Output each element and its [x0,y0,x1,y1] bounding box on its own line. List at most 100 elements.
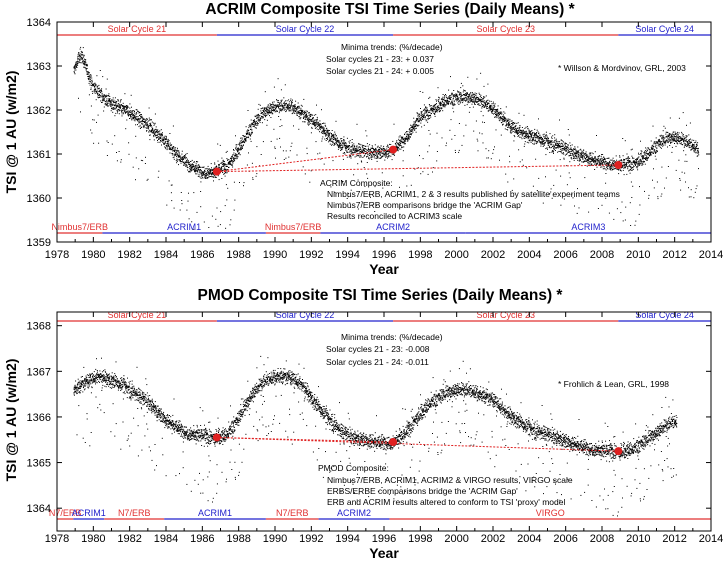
data-point [662,145,664,147]
data-point [379,149,381,151]
data-point [661,143,663,145]
data-point [250,129,251,130]
data-point [627,166,629,168]
data-point [182,161,184,163]
data-point [110,102,112,104]
data-point [148,131,150,133]
data-point [98,142,100,144]
data-point [122,109,124,111]
data-point [265,113,267,115]
data-point [547,137,549,139]
data-point [93,142,95,144]
data-point [433,112,435,114]
data-point [238,148,240,150]
data-point [528,129,530,131]
data-point [98,97,99,99]
data-point [91,79,93,81]
data-point [569,161,571,163]
data-point [288,101,290,103]
data-point [208,176,210,178]
data-point [603,161,605,163]
data-point [485,105,487,107]
data-point [322,128,324,130]
data-point [426,113,428,115]
data-point [334,143,336,145]
data-point [595,158,597,160]
data-point [600,163,601,165]
daily-means-scatter [73,46,700,230]
data-point [475,99,477,101]
data-point [402,137,403,139]
data-point [526,141,528,143]
data-point [417,115,419,117]
data-point [445,145,447,147]
data-point [439,102,441,104]
data-point [188,192,189,194]
data-point [231,158,232,160]
data-point [573,155,575,157]
data-point [559,151,561,152]
data-point [185,157,187,159]
data-point [537,135,539,137]
data-point [110,110,112,112]
data-point [166,139,168,140]
data-point [190,161,192,162]
data-point [293,112,295,114]
data-point [136,116,138,118]
data-point [429,118,431,119]
data-point [193,166,195,168]
data-point [583,153,585,155]
data-point [219,144,221,146]
data-point [419,119,421,121]
data-point [87,71,89,73]
data-point [307,118,309,120]
data-point [323,163,325,165]
data-point [312,119,314,121]
data-point [94,83,96,85]
data-point [445,100,447,102]
data-point [247,131,249,133]
data-point [533,138,534,140]
data-point [262,116,264,118]
data-point [380,148,382,150]
data-point [173,150,175,152]
data-point [564,154,566,156]
data-point [317,122,319,124]
data-point [521,132,523,134]
data-point [122,105,123,106]
data-point [251,132,253,134]
data-point [252,122,254,124]
data-point [441,137,443,139]
data-point [407,136,409,138]
data-point [527,132,529,134]
data-point [450,119,452,121]
data-point [540,143,542,145]
data-point [196,164,198,166]
data-point [504,116,505,118]
data-point [263,113,265,115]
data-point [613,168,615,170]
data-point [536,190,538,191]
data-point [173,158,175,160]
data-point [627,160,629,162]
data-point [541,140,543,142]
data-point [627,156,629,158]
data-point [187,200,189,202]
data-point [391,153,393,155]
data-point [105,96,107,98]
data-point [285,103,287,105]
data-point [323,130,325,132]
data-point [310,170,312,172]
data-point [118,151,120,152]
data-point [298,128,300,130]
data-point [194,168,196,170]
data-point [81,57,82,59]
data-point [384,154,386,156]
data-point [179,154,180,156]
data-point [644,152,646,154]
data-point [147,127,149,129]
data-point [215,218,217,220]
data-point [534,142,536,144]
data-point [383,153,385,155]
data-point [77,62,79,64]
